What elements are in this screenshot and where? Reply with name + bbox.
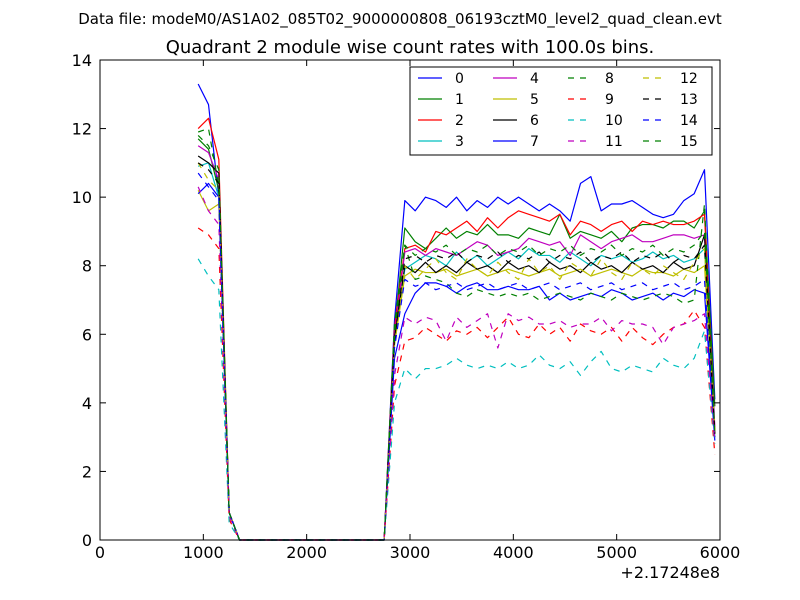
legend-label-13: 13 (680, 92, 698, 108)
legend-label-9: 9 (605, 92, 614, 108)
x-tick-label: 1000 (183, 543, 224, 562)
y-tick-label: 12 (72, 120, 92, 139)
chart-title: Quadrant 2 module wise count rates with … (166, 37, 655, 58)
x-tick-label: 3000 (390, 543, 431, 562)
legend-label-11: 11 (605, 134, 623, 150)
legend-label-7: 7 (530, 134, 539, 150)
y-tick-label: 8 (82, 257, 92, 276)
legend-label-2: 2 (455, 113, 464, 129)
series-line-12 (197, 162, 716, 541)
figure-suptitle: Data file: modeM0/AS1A02_085T02_90000008… (78, 10, 722, 29)
x-tick-label: 2000 (286, 543, 327, 562)
x-tick-label: 5000 (596, 543, 637, 562)
series-line-9 (197, 227, 716, 541)
legend-label-6: 6 (530, 113, 539, 129)
x-axis-offset-label: +2.17248e8 (620, 563, 720, 582)
y-tick-label: 0 (82, 531, 92, 550)
legend-label-3: 3 (455, 134, 464, 150)
legend-label-4: 4 (530, 71, 539, 87)
x-tick-label: 0 (95, 543, 105, 562)
legend-label-1: 1 (455, 92, 464, 108)
y-tick-label: 10 (72, 188, 92, 207)
x-tick-label: 4000 (493, 543, 534, 562)
legend-label-15: 15 (680, 134, 698, 150)
legend-frame (409, 66, 713, 156)
legend-label-12: 12 (680, 71, 698, 87)
series-line-10 (197, 258, 716, 541)
legend-label-5: 5 (530, 92, 539, 108)
legend-label-10: 10 (605, 113, 623, 129)
x-axis-ticks: 0 1000 2000 3000 4000 5000 6000 (95, 60, 740, 562)
y-tick-label: 2 (82, 462, 92, 481)
y-tick-label: 14 (72, 51, 92, 70)
x-tick-label: 6000 (700, 543, 741, 562)
legend-label-0: 0 (455, 71, 464, 87)
legend-label-14: 14 (680, 113, 698, 129)
legend-label-8: 8 (605, 71, 614, 87)
y-tick-label: 4 (82, 394, 92, 413)
y-tick-label: 6 (82, 325, 92, 344)
